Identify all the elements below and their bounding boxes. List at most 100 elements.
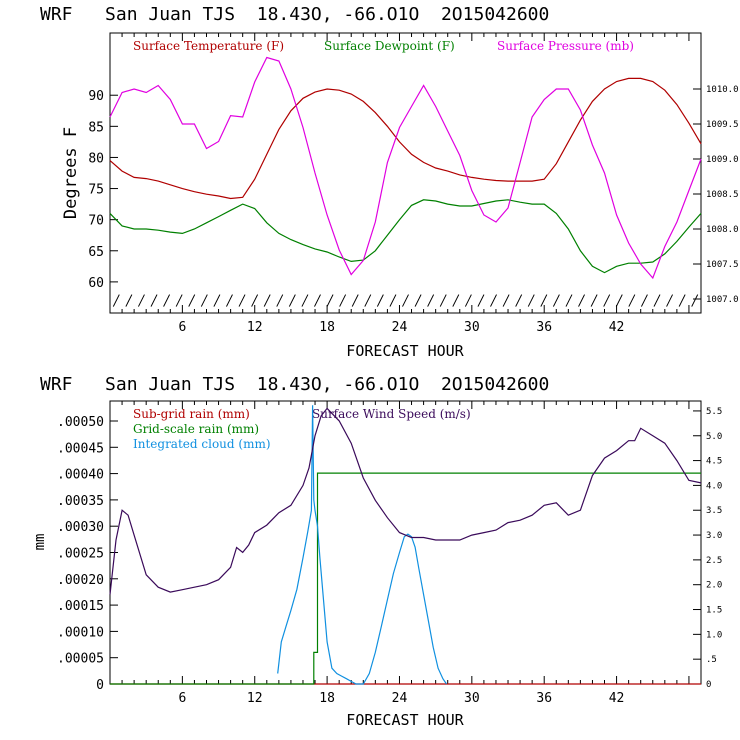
bottom-y2-tick-label: 1.0 [706, 630, 722, 640]
top-y2-tick-label: 1007.0 [706, 295, 739, 305]
wind-barb [640, 294, 648, 307]
bottom-y2-tick-label: 4.0 [706, 481, 722, 491]
wind-barb [691, 294, 699, 307]
top-y2-tick-label: 1007.5 [706, 260, 739, 270]
wind-barb [402, 294, 409, 307]
bottom-y-tick-label: .00015 [57, 599, 104, 614]
wind-barb [464, 294, 472, 307]
wind-barb [251, 294, 259, 307]
wind-barb [502, 294, 510, 307]
wind-barb [150, 294, 158, 307]
top-axis-ticks: 6 12 18 24 30 36 42 60 65 70 75 80 85 90 1007.0 1007.5 1… [88, 33, 739, 335]
bottom-series-grid-scale-rain-mm [110, 472, 701, 685]
wind-barb [490, 294, 497, 307]
bottom-y-tick-label: 0 [96, 678, 104, 693]
bottom-series-surface-wind-speed-m-s [109, 407, 702, 595]
wind-barb [351, 294, 359, 307]
bottom-y2-tick-label: 2.5 [706, 556, 722, 566]
bottom-x-tick-label: 30 [464, 691, 480, 706]
top-y-tick-label: 90 [88, 89, 104, 104]
bottom-y2-tick-label: 2.0 [706, 581, 722, 591]
wind-barb [666, 294, 674, 307]
top-series-surface-temperature-f [109, 77, 702, 200]
wind-barb [125, 294, 133, 307]
wind-barb [288, 294, 296, 307]
bottom-series-integrated-cloud-mm [277, 405, 447, 685]
top-y-tick-label: 65 [88, 245, 104, 260]
top-y2-tick-label: 1010.0 [706, 85, 739, 95]
bottom-y2-tick-label: 3.0 [706, 531, 722, 541]
wind-barb [226, 294, 233, 307]
top-y-axis-label: Degrees F [61, 127, 81, 219]
wind-barb [276, 294, 284, 307]
wind-barb [527, 294, 535, 307]
bottom-y-axis-label: mm [32, 534, 48, 551]
bottom-legend-integrated-cloud: Integrated cloud (mm) [133, 437, 271, 451]
bottom-y2-tick-label: 4.5 [706, 457, 722, 467]
top-x-axis-label: FORECAST HOUR [346, 342, 464, 360]
bottom-legend-subgrid-rain: Sub-grid rain (mm) [133, 407, 250, 421]
wind-barb [603, 294, 611, 307]
bottom-y-tick-label: .00020 [57, 573, 104, 588]
top-y-tick-label: 70 [88, 214, 104, 229]
bottom-x-tick-label: 36 [536, 691, 552, 706]
top-chart: WRF San Juan TJS 18.43O, -66.O1O 2O15042… [40, 4, 739, 360]
wind-barb [163, 294, 171, 307]
wind-barb [112, 294, 120, 307]
wind-barb [364, 294, 372, 307]
top-chart-title: WRF San Juan TJS 18.43O, -66.O1O 2O15042… [40, 4, 549, 25]
wind-barb [578, 294, 585, 307]
bottom-y2-tick-label: 5.0 [706, 432, 722, 442]
bottom-y-tick-label: .00045 [57, 441, 104, 456]
top-series-surface-dewpoint-f [109, 199, 702, 274]
top-plot-frame [109, 32, 702, 314]
wind-barb [263, 294, 271, 307]
top-y2-tick-label: 1009.5 [706, 120, 739, 130]
wind-barb [175, 294, 183, 307]
wind-barb [452, 294, 460, 307]
bottom-y2-tick-label: 5.5 [706, 407, 722, 417]
top-x-tick-label: 36 [536, 320, 552, 335]
wind-barb [213, 294, 221, 307]
wind-barb [540, 294, 548, 307]
top-x-tick-label: 30 [464, 320, 480, 335]
top-legend-temperature: Surface Temperature (F) [133, 39, 284, 53]
bottom-x-axis-label: FORECAST HOUR [346, 711, 464, 729]
bottom-y2-tick-label: .5 [706, 655, 717, 665]
wind-barb [389, 294, 397, 307]
wind-barb [565, 294, 573, 307]
top-series-layer [109, 56, 702, 280]
bottom-x-tick-label: 12 [247, 691, 263, 706]
bottom-y-tick-label: .00035 [57, 494, 104, 509]
bottom-y-tick-label: .00005 [57, 652, 104, 667]
bottom-chart-title: WRF San Juan TJS 18.43O, -66.O1O 2O15042… [40, 374, 549, 395]
top-y-tick-label: 85 [88, 120, 104, 135]
top-wind-barbs [112, 294, 699, 307]
bottom-chart: WRF San Juan TJS 18.43O, -66.O1O 2O15042… [32, 374, 722, 729]
top-y-tick-label: 75 [88, 183, 104, 198]
wind-barb [238, 294, 246, 307]
wind-barb [301, 294, 309, 307]
wind-barb [414, 294, 422, 307]
top-legend-pressure: Surface Pressure (mb) [497, 39, 634, 53]
top-y2-tick-label: 1009.0 [706, 155, 739, 165]
wind-barb [137, 294, 145, 307]
top-x-tick-label: 6 [178, 320, 186, 335]
wind-barb [376, 294, 384, 307]
wind-barb [188, 294, 196, 307]
top-y2-tick-label: 1008.0 [706, 225, 739, 235]
top-x-tick-label: 24 [392, 320, 408, 335]
wind-barb [552, 294, 560, 307]
wind-barb [628, 294, 636, 307]
bottom-x-tick-label: 6 [178, 691, 186, 706]
top-y2-tick-label: 1008.5 [706, 190, 739, 200]
bottom-y2-tick-label: 1.5 [706, 606, 722, 616]
top-x-tick-label: 12 [247, 320, 263, 335]
wind-barb [200, 294, 208, 307]
bottom-y-tick-label: .00010 [57, 625, 104, 640]
wind-barb [427, 294, 435, 307]
top-x-tick-label: 18 [319, 320, 335, 335]
bottom-x-tick-label: 42 [609, 691, 625, 706]
bottom-y-tick-label: .00025 [57, 546, 104, 561]
bottom-y-tick-label: .00050 [57, 415, 104, 430]
